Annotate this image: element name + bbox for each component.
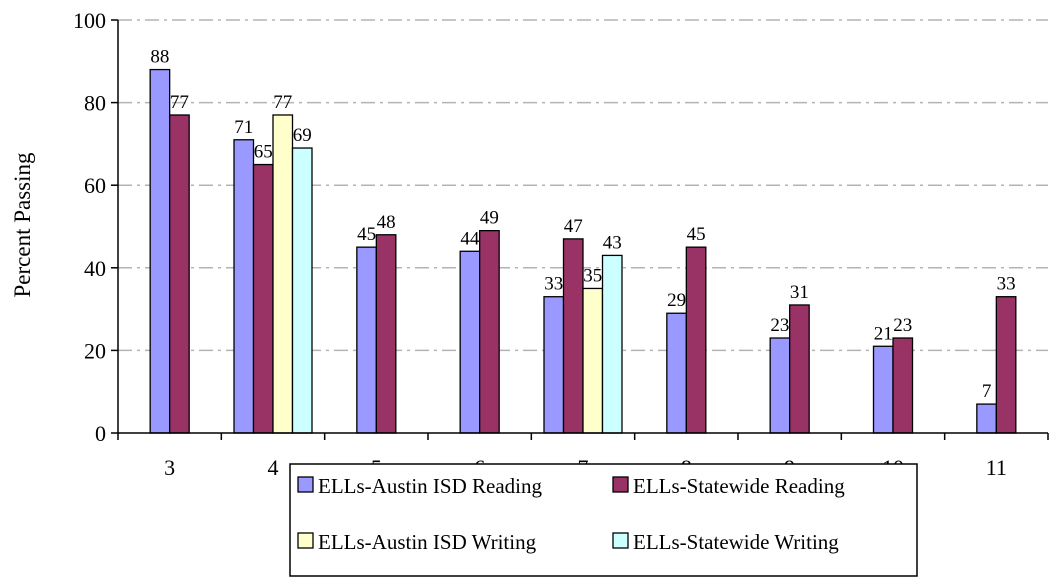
y-tick-label: 60: [84, 173, 106, 198]
data-label: 35: [583, 265, 602, 286]
bar: [252, 163, 274, 434]
data-label: 29: [667, 290, 686, 311]
bar: [291, 147, 313, 434]
bar: [872, 345, 894, 434]
bar: [149, 68, 171, 434]
data-label: 49: [480, 208, 499, 229]
legend-swatch: [297, 532, 314, 549]
legend-box: [289, 463, 918, 577]
bar: [543, 296, 565, 434]
legend: ELLs-Austin ISD Reading ELLs-Statewide Re…: [289, 463, 918, 577]
bar: [769, 337, 791, 434]
y-tick-label: 40: [84, 256, 106, 281]
axes: [117, 20, 1048, 434]
data-label: 45: [357, 224, 376, 245]
data-label: 43: [603, 232, 622, 253]
bar: [562, 238, 584, 434]
x-tick-label: 3: [164, 455, 175, 480]
bar: [169, 114, 190, 434]
legend-swatch: [297, 476, 314, 493]
data-label: 33: [997, 274, 1016, 295]
bar: [601, 254, 623, 434]
bar: [892, 337, 914, 434]
x-tick-label: 11: [986, 455, 1007, 480]
data-label: 88: [150, 47, 169, 68]
legend-label: ELLs-Austin ISD Writing: [318, 530, 537, 554]
y-axis-title: Percent Passing: [10, 152, 35, 298]
y-tick-label: 80: [84, 91, 106, 116]
data-label: 21: [874, 323, 893, 344]
legend-label: ELLs-Austin ISD Reading: [318, 474, 542, 498]
legend-label: ELLs-Statewide Writing: [633, 530, 839, 554]
data-label: 47: [564, 216, 583, 237]
data-label: 45: [687, 224, 706, 245]
data-label: 48: [377, 212, 396, 233]
data-label: 65: [254, 142, 273, 163]
bar: [272, 114, 294, 434]
data-label: 44: [460, 228, 480, 249]
bar: [459, 250, 481, 434]
legend-swatch: [612, 476, 629, 493]
legend-label: ELLs-Statewide Reading: [633, 474, 845, 498]
bar: [233, 139, 255, 434]
bar: [666, 312, 687, 434]
y-tick-label: 0: [95, 421, 106, 446]
data-label: 33: [544, 274, 563, 295]
bar: [479, 229, 500, 434]
bar: [375, 234, 397, 434]
data-label: 31: [790, 282, 809, 303]
bars: [149, 68, 1017, 434]
bar: [582, 287, 604, 434]
y-tick-label: 20: [84, 338, 106, 363]
y-ticks: 0 20 40 60 80 100: [73, 8, 118, 446]
x-tick-label: 4: [268, 455, 279, 480]
bar: [789, 304, 810, 434]
data-label: 69: [293, 125, 312, 146]
y-tick-label: 100: [73, 8, 106, 33]
data-label: 77: [170, 92, 189, 113]
bar: [995, 296, 1017, 434]
data-label: 23: [770, 315, 789, 336]
data-label: 71: [234, 117, 253, 138]
data-label: 77: [273, 92, 292, 113]
data-label: 7: [982, 381, 992, 402]
bar: [685, 246, 707, 434]
legend-swatch: [612, 532, 629, 549]
bar: [356, 246, 377, 434]
bar: [976, 403, 997, 434]
data-label: 23: [893, 315, 912, 336]
